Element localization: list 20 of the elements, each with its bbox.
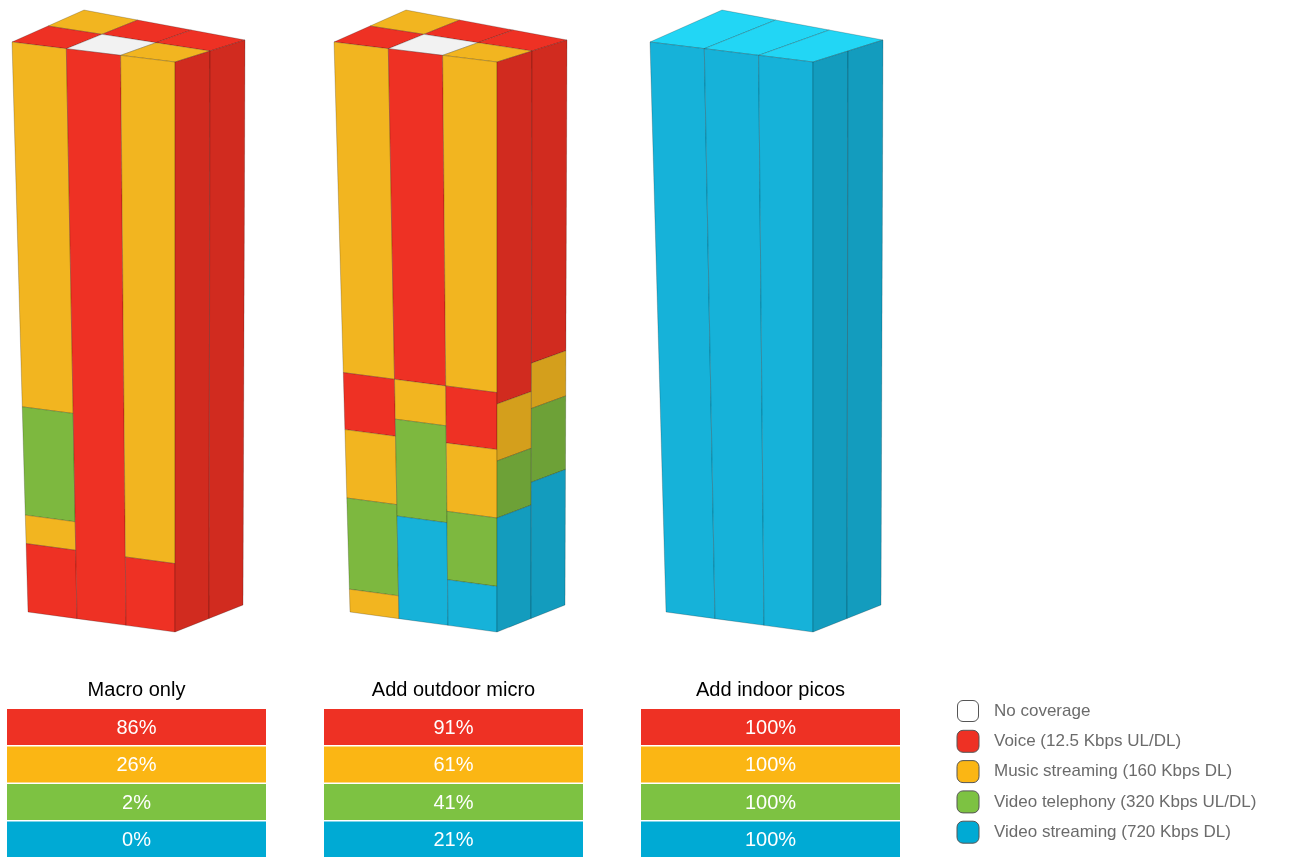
- data-label: 100%: [744, 753, 797, 776]
- legend-label: Music streaming (160 Kbps DL): [994, 761, 1233, 781]
- data-label: 86%: [116, 715, 157, 738]
- legend-label: Video telephony (320 Kbps UL/DL): [994, 791, 1257, 811]
- legend-label: Voice (12.5 Kbps UL/DL): [994, 730, 1182, 750]
- data-label: 100%: [744, 715, 797, 738]
- category-label: Macro only: [87, 677, 186, 700]
- legend-label: Video streaming (720 Kbps DL): [994, 821, 1231, 841]
- category-label: Add outdoor micro: [371, 677, 536, 700]
- data-label: 91%: [433, 715, 474, 738]
- data-label: 100%: [744, 828, 797, 851]
- data-label: 100%: [744, 790, 797, 813]
- data-label: 2%: [122, 790, 152, 813]
- data-label: 26%: [116, 753, 157, 776]
- data-label: 41%: [433, 790, 474, 813]
- data-label: 21%: [433, 828, 474, 851]
- data-label: 61%: [433, 753, 474, 776]
- category-label: Add indoor picos: [696, 677, 845, 700]
- data-label: 0%: [122, 828, 152, 851]
- text: No coverage: [994, 700, 1091, 720]
